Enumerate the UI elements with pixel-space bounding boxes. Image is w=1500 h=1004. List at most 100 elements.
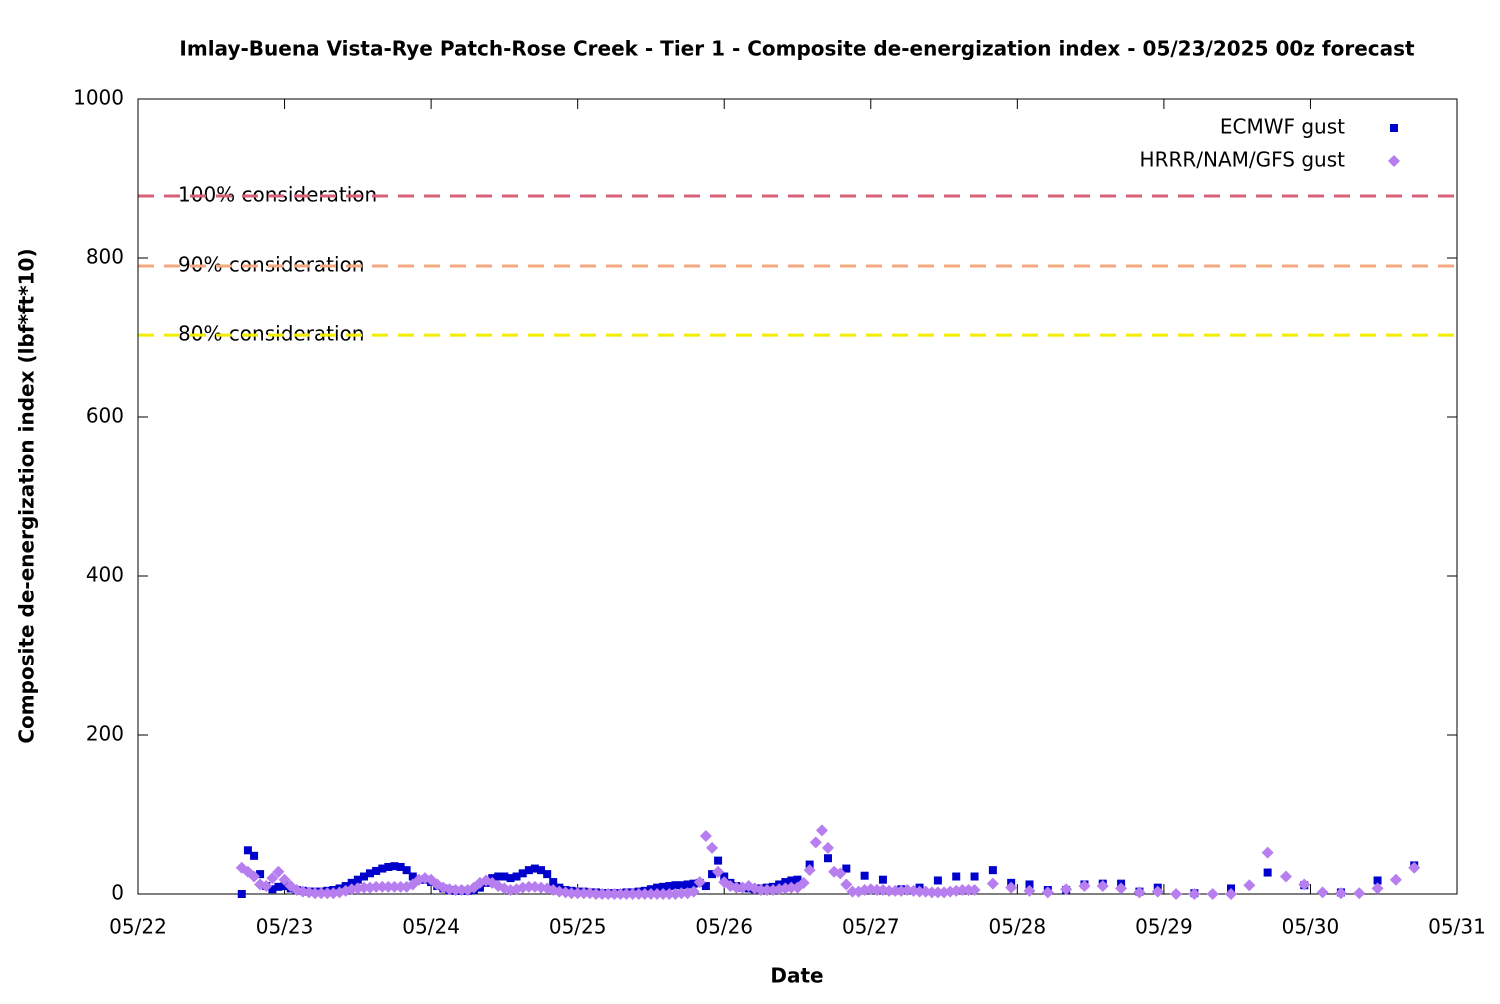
data-point	[883, 884, 896, 897]
data-point	[396, 862, 405, 871]
data-point	[602, 888, 615, 900]
data-point	[659, 882, 668, 891]
x-tick-label: 05/27	[842, 915, 900, 939]
data-point	[571, 887, 584, 900]
data-point	[653, 883, 662, 892]
data-point	[549, 878, 558, 887]
data-point	[913, 885, 926, 898]
data-point	[315, 887, 328, 900]
data-point	[632, 888, 645, 900]
data-point	[1041, 886, 1054, 899]
data-point	[512, 872, 521, 881]
data-point	[712, 865, 725, 878]
data-point	[1408, 861, 1421, 874]
data-point	[382, 880, 395, 893]
data-point	[675, 887, 688, 900]
data-point	[1060, 883, 1073, 896]
data-point	[620, 888, 633, 900]
data-point	[321, 887, 334, 900]
data-point	[522, 880, 535, 893]
y-tick-label: 0	[111, 881, 124, 905]
data-point	[860, 871, 869, 880]
data-point	[1334, 887, 1347, 900]
legend-label: HRRR/NAM/GFS gust	[1140, 148, 1346, 172]
data-point	[248, 870, 261, 883]
x-axis-title: Date	[770, 964, 823, 988]
data-point	[878, 875, 887, 884]
data-point	[596, 888, 609, 900]
data-point	[1206, 888, 1219, 900]
data-point	[449, 884, 462, 897]
data-point	[266, 872, 279, 885]
data-point	[1078, 880, 1091, 893]
data-point	[815, 824, 828, 837]
data-point	[500, 872, 509, 881]
data-point	[797, 876, 810, 889]
data-point	[359, 872, 368, 881]
data-point	[388, 880, 401, 893]
data-point	[530, 864, 539, 873]
data-point	[543, 870, 552, 879]
y-axis-title: Composite de-energization index (lbf*ft*…	[15, 248, 39, 743]
data-point	[761, 884, 774, 897]
data-point	[754, 884, 767, 897]
data-point	[644, 888, 657, 900]
data-point	[494, 872, 503, 881]
data-point	[665, 882, 674, 891]
data-point	[931, 886, 944, 899]
data-point	[589, 888, 602, 900]
data-point	[870, 884, 883, 897]
y-tick-label: 600	[86, 404, 124, 428]
data-point	[1261, 846, 1274, 859]
data-point	[952, 872, 961, 881]
data-point	[518, 869, 527, 878]
data-point	[1298, 878, 1311, 891]
data-point	[785, 881, 798, 894]
data-point	[455, 884, 468, 897]
data-point	[243, 846, 252, 855]
data-point	[1115, 882, 1128, 895]
data-point	[1096, 880, 1109, 893]
data-point	[376, 880, 389, 893]
x-tick-label: 05/22	[109, 915, 167, 939]
data-point	[706, 841, 719, 854]
data-point	[537, 866, 546, 875]
data-point	[1225, 888, 1238, 900]
data-point	[730, 881, 743, 894]
data-point	[626, 888, 639, 900]
data-point	[925, 886, 938, 899]
y-tick-label: 800	[86, 245, 124, 269]
data-point	[933, 876, 942, 885]
data-point	[657, 888, 670, 900]
data-point	[687, 885, 700, 898]
legend-marker	[1390, 124, 1398, 132]
data-point	[256, 870, 265, 879]
data-point	[372, 866, 381, 875]
data-point	[651, 888, 664, 900]
data-point	[357, 881, 370, 894]
data-point	[274, 882, 283, 891]
data-point	[889, 884, 902, 897]
x-tick-label: 05/30	[1282, 915, 1340, 939]
data-point	[638, 888, 651, 900]
data-point	[268, 885, 277, 894]
plot-frame	[137, 98, 1458, 895]
data-point	[840, 878, 853, 891]
data-point	[272, 865, 285, 878]
data-point	[968, 884, 981, 897]
data-point	[962, 884, 975, 897]
data-point	[846, 885, 859, 898]
x-tick-label: 05/25	[549, 915, 607, 939]
data-point	[699, 829, 712, 842]
data-point	[671, 881, 680, 890]
data-point	[408, 872, 417, 881]
data-point	[1025, 880, 1034, 889]
data-point	[821, 841, 834, 854]
data-point	[347, 878, 356, 887]
x-tick-label: 05/26	[695, 915, 753, 939]
x-tick-label: 05/31	[1428, 915, 1486, 939]
data-point	[1279, 870, 1292, 883]
